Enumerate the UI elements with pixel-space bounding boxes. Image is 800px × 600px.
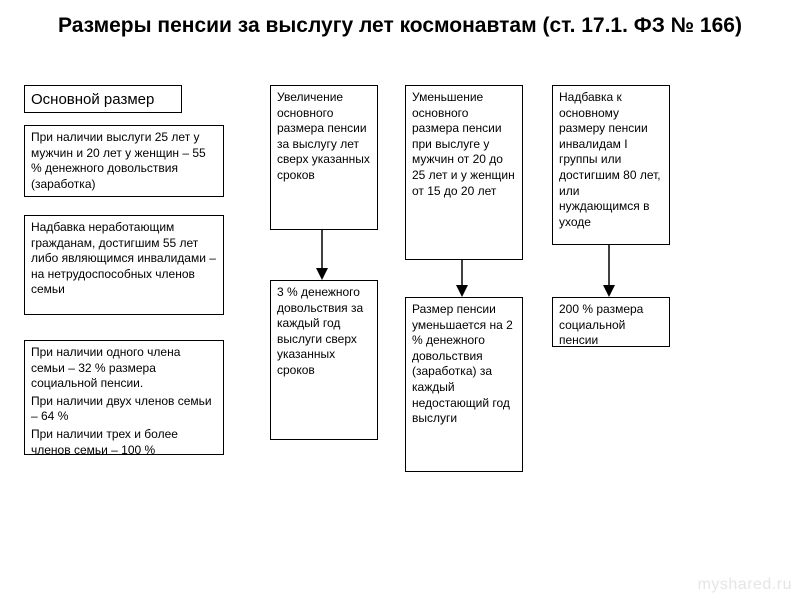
col1-box1: При наличии выслуги 25 лет у мужчин и 20… xyxy=(24,125,224,197)
arrow-col2 xyxy=(310,230,334,280)
page-title: Размеры пенсии за выслугу лет космонавта… xyxy=(0,0,800,47)
col1-box3-p3: При наличии трех и более членов семьи – … xyxy=(31,427,217,458)
watermark-text: myshared.ru xyxy=(698,576,792,594)
arrow-col4 xyxy=(597,245,621,297)
arrow-col3 xyxy=(450,260,474,297)
col1-box3-p1: При наличии одного члена семьи – 32 % ра… xyxy=(31,345,217,392)
col3-top: Уменьшение основного размера пенсии при … xyxy=(405,85,523,260)
col3-bottom: Размер пенсии уменьшается на 2 % денежно… xyxy=(405,297,523,472)
col2-top: Увеличение основного размера пенсии за в… xyxy=(270,85,378,230)
col1-box3: При наличии одного члена семьи – 32 % ра… xyxy=(24,340,224,455)
col4-top: Надбавка к основному размеру пенсии инва… xyxy=(552,85,670,245)
col1-header: Основной размер xyxy=(24,85,182,113)
col1-box3-p2: При наличии двух членов семьи – 64 % xyxy=(31,394,217,425)
col2-bottom: 3 % денежного довольствия за каждый год … xyxy=(270,280,378,440)
col1-box2: Надбавка неработающим гражданам, достигш… xyxy=(24,215,224,315)
col4-bottom: 200 % размера социальной пенсии xyxy=(552,297,670,347)
